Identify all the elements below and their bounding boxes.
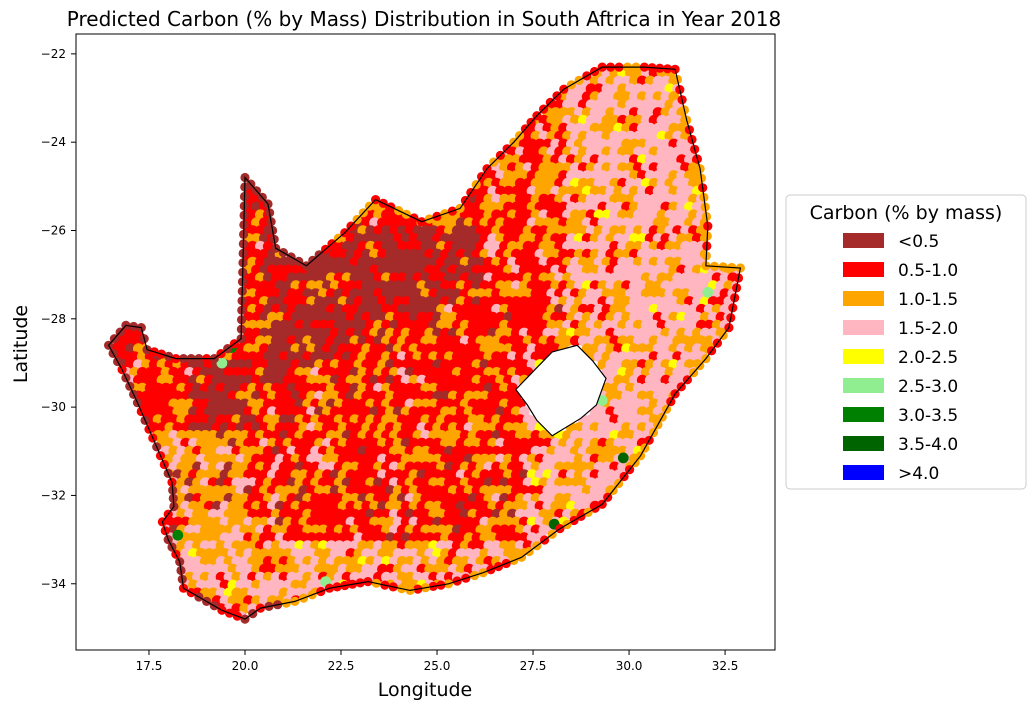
x-tick-label: 25.0: [424, 659, 451, 673]
y-tick-label: −30: [41, 400, 66, 414]
y-tick-label: −34: [41, 577, 66, 591]
lesotho-border: [515, 344, 607, 437]
legend-swatch: [843, 291, 884, 306]
legend-swatch: [843, 436, 884, 451]
hex-cell: [172, 529, 184, 541]
legend-swatch: [843, 407, 884, 422]
x-tick-label: 20.0: [232, 659, 259, 673]
legend-label: 2.5-3.0: [898, 377, 958, 397]
x-tick-label: 17.5: [136, 659, 163, 673]
chart-title: Predicted Carbon (% by Mass) Distributio…: [67, 7, 781, 31]
carbon-hexbin-layer: [104, 62, 746, 624]
x-axis: 17.5 20.0 22.5 25.0 27.5 30.0 32.5: [136, 650, 739, 673]
legend-label: 0.5-1.0: [898, 261, 958, 281]
legend-swatch: [843, 465, 884, 480]
legend-label: 3.5-4.0: [898, 435, 958, 455]
legend-label: <0.5: [898, 232, 939, 252]
legend-label: 1.5-2.0: [898, 319, 958, 339]
x-tick-label: 27.5: [520, 659, 547, 673]
legend: Carbon (% by mass) <0.5 0.5-1.0 1.0-1.5 1.5…: [785, 194, 1027, 490]
y-tick-label: −28: [41, 312, 66, 326]
legend-label: >4.0: [898, 464, 939, 484]
y-tick-label: −24: [41, 135, 66, 149]
hex-cell: [570, 335, 581, 347]
x-tick-label: 32.5: [712, 659, 739, 673]
legend-label: 2.0-2.5: [898, 348, 958, 368]
legend-swatch: [843, 349, 884, 364]
legend-label: 1.0-1.5: [898, 290, 958, 310]
y-tick-label: −22: [41, 47, 66, 61]
legend-title: Carbon (% by mass): [810, 202, 1003, 224]
legend-label: 3.0-3.5: [898, 406, 958, 426]
x-tick-label: 30.0: [616, 659, 643, 673]
y-axis: −22 −24 −26 −28 −30 −32 −34: [41, 47, 76, 591]
legend-swatch: [843, 378, 884, 393]
axes-frame: [75, 33, 776, 651]
legend-swatch: [843, 233, 884, 248]
legend-swatch: [843, 320, 884, 335]
hex-cell: [702, 286, 714, 298]
legend-swatch: [843, 262, 884, 277]
x-tick-label: 22.5: [328, 659, 355, 673]
hex-cell: [216, 357, 228, 369]
y-tick-label: −26: [41, 224, 66, 238]
y-axis-label: Latitude: [10, 305, 32, 383]
south-africa-border: [107, 66, 742, 620]
x-axis-label: Longitude: [378, 679, 473, 701]
hex-cell: [617, 452, 629, 464]
y-tick-label: −32: [41, 488, 66, 502]
